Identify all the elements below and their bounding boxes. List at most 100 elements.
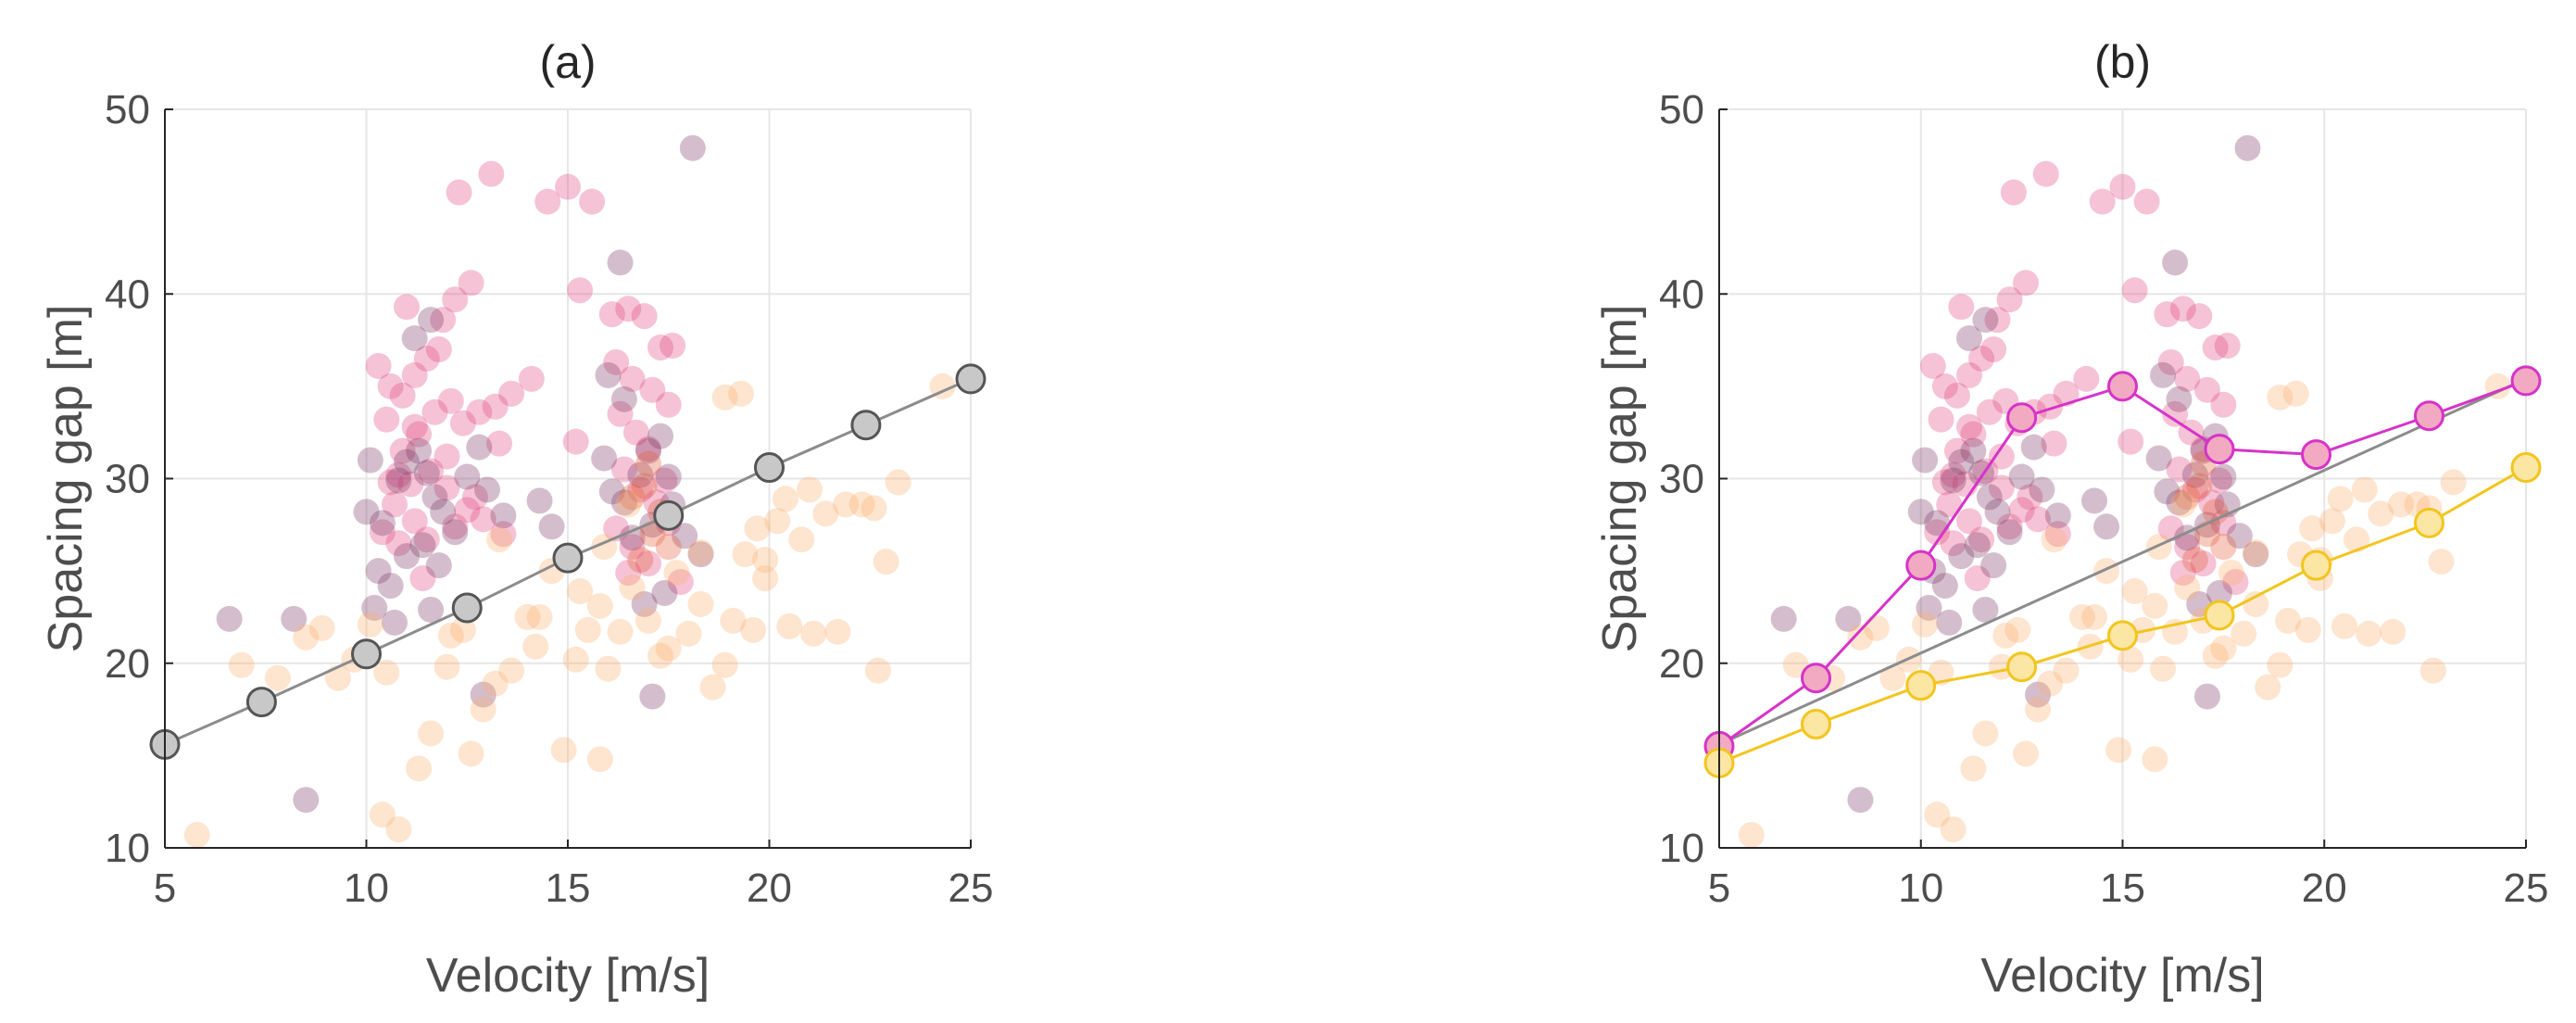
panel-a-scatter-point-0-33 (478, 160, 505, 187)
panel-b-scatter-point-3-65 (2210, 635, 2237, 662)
panel-b-scatter-point-0-52 (2198, 489, 2225, 516)
panel-b-scatter-point-1-15 (1936, 609, 1963, 636)
panel-a-y-tick-label-20: 20 (105, 641, 150, 687)
panel-a-scatter-point-3-42 (788, 526, 815, 553)
panel-a-scatter-point-3-53 (711, 384, 738, 410)
panel-a-scatter-point-0-30 (377, 469, 404, 496)
panel-b-scatter-point-3-12 (1972, 720, 1999, 747)
panel-b-scatter-point-1-29 (2243, 541, 2269, 568)
panel-a-series-0-marker-7 (850, 410, 882, 441)
panel-a-scatter-point-3-62 (586, 592, 613, 619)
panel-b-scatter-point-0-26 (1984, 307, 2011, 334)
panel-b-scatter-point-0-47 (2162, 400, 2189, 427)
panel-b-scatter-point-1-37 (2093, 513, 2120, 540)
panel-b-scatter-point-1-44 (2025, 681, 2052, 708)
panel-b-scatter-point-3-49 (2428, 549, 2455, 575)
panel-b-scatter-point-3-43 (2356, 620, 2382, 647)
panel-a-scatter-point-0-48 (622, 419, 649, 446)
panel-a-scatter-point-0-43 (603, 348, 630, 375)
panel-b-scatter-point-0-53 (2210, 510, 2237, 537)
panel-b-scatter-point-0-66 (1956, 413, 1983, 440)
panel-b-scatter-point-2-4 (2210, 534, 2237, 561)
panel-a-scatter-point-1-20 (610, 489, 637, 516)
panel-b-scatter-point-1-28 (2226, 523, 2253, 549)
panel-b-scatter-point-0-9 (1976, 398, 2003, 425)
panel-b-title: (b) (2094, 36, 2151, 88)
panel-a-scatter-point-1-37 (538, 513, 565, 540)
panel-a-scatter-point-3-34 (699, 674, 726, 701)
panel-b-scatter-point-1-6 (1976, 484, 2003, 511)
panel-a-scatter-point-3-33 (687, 590, 714, 617)
panel-b-scatter-point-0-32 (2000, 179, 2027, 206)
panel-b-scatter-point-0-4 (1968, 345, 1995, 372)
panel-b-scatter-point-0-30 (1931, 469, 1958, 496)
panel-b-series-1-marker-6 (2301, 439, 2332, 471)
panel-b-scatter-point-0-22 (2044, 521, 2071, 548)
panel-a-scatter-point-0-62 (486, 430, 513, 457)
panel-b-scatter-point-3-31 (2218, 560, 2245, 587)
panel-b-scatter-point-0-40 (2186, 303, 2213, 330)
panel-b-series-1-marker-4 (2107, 371, 2138, 402)
panel-a-scatter-point-0-31 (409, 565, 436, 592)
panel-a-scatter-point-3-7 (357, 611, 383, 638)
panel-a-scatter-point-0-26 (430, 307, 457, 334)
panel-b-scatter-point-3-30 (2202, 642, 2229, 669)
panel-a-scatter-point-1-23 (647, 423, 674, 449)
panel-a-scatter-point-1-21 (627, 461, 654, 488)
panel-a-scatter-point-1-17 (474, 476, 500, 503)
panel-b-x-tick-label-25: 25 (2504, 865, 2549, 911)
panel-a-scatter-point-3-44 (812, 500, 839, 527)
panel-a-scatter-point-0-15 (518, 365, 545, 392)
panel-b-scatter-point-0-42 (2214, 333, 2241, 360)
panel-a-scatter-point-3-41 (776, 613, 803, 639)
panel-b-scatter-point-1-33 (1835, 605, 1862, 632)
panel-a-scatter-point-1-43 (651, 580, 678, 607)
panel-a-scatter-point-1-0 (353, 499, 380, 525)
panel-a-scatter-point-2-4 (655, 534, 682, 561)
panel-a-scatter-point-1-47 (591, 445, 618, 472)
panel-b-series-2-marker-6 (2301, 549, 2332, 581)
panel-a-series-0-marker-5 (653, 499, 685, 531)
panel-b-scatter-point-3-5 (1879, 664, 1906, 691)
panel-a-x-tick-label-20: 20 (747, 865, 792, 911)
panel-b-scatter-point-0-50 (2166, 456, 2193, 483)
panel-b-scatter-point-0-2 (1943, 382, 1970, 409)
panel-b-x-tick-label-20: 20 (2302, 865, 2347, 911)
panel-b-y-tick-label-20: 20 (1659, 641, 1704, 687)
panel-a-y-tick-label-50: 50 (105, 87, 150, 133)
panel-b-scatter-point-3-10 (1940, 816, 1967, 843)
panel-a-y-tick-label-10: 10 (105, 826, 150, 871)
panel-b-scatter-point-1-45 (1972, 596, 1999, 623)
panel-a-scatter-point-0-8 (406, 421, 433, 448)
panel-a-scatter-point-1-33 (281, 605, 308, 632)
panel-a-scatter-point-3-23 (562, 646, 589, 673)
panel-a-scatter-point-0-34 (534, 188, 561, 215)
panel-a-scatter-point-1-38 (418, 307, 445, 334)
panel-b-scatter-point-3-28 (2174, 575, 2201, 601)
panel-b-scatter-point-1-31 (2166, 385, 2193, 412)
panel-a-scatter-point-3-47 (848, 491, 875, 518)
panel-b-scatter-point-0-5 (1980, 336, 2007, 363)
panel-b-scatter-point-3-67 (2081, 603, 2108, 630)
panel-b-scatter-point-0-43 (2157, 348, 2184, 375)
panel-a-scatter-point-0-44 (619, 365, 646, 392)
panel-b-scatter-point-3-60 (2243, 539, 2269, 566)
panel-b-series-2-marker-8 (2510, 452, 2542, 484)
panel-a-scatter-point-1-7 (430, 499, 457, 525)
panel-a-scatter-point-1-28 (672, 523, 698, 549)
panel-a-scatter-point-0-49 (635, 436, 661, 462)
panel-b-scatter-point-1-43 (2206, 580, 2233, 607)
panel-b-scatter-point-1-3 (1948, 448, 1975, 475)
panel-a-scatter-point-0-2 (389, 382, 416, 409)
panel-b-scatter-point-3-62 (2142, 592, 2168, 619)
panel-a-scatter-point-1-22 (635, 437, 661, 464)
panel-b-scatter-point-1-42 (1912, 447, 1939, 474)
panel-a-scatter-point-1-48 (631, 590, 658, 617)
panel-a-scatter-point-2-6 (635, 450, 661, 477)
panel-b-scatter-point-1-38 (1972, 307, 1999, 334)
panel-b-scatter-point-0-37 (2121, 277, 2148, 304)
panel-b-scatter-point-0-62 (2041, 430, 2067, 457)
panel-a-scatter-point-0-3 (401, 361, 428, 388)
panel-a-scatter-point-0-24 (385, 530, 412, 557)
